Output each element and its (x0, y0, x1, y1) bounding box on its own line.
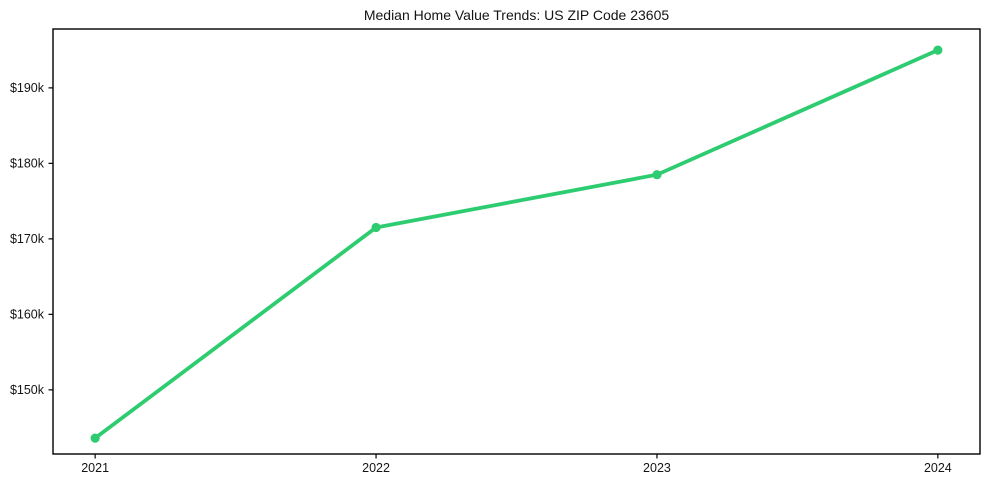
trend-line (93, 48, 940, 441)
x-tick-label: 2022 (362, 461, 390, 475)
y-tick-label: $180k (10, 157, 45, 171)
data-point-marker (90, 433, 100, 443)
x-tick-label: 2023 (643, 461, 671, 475)
x-tick-label: 2021 (81, 461, 109, 475)
y-tick-label: $160k (10, 308, 45, 322)
y-tick-label: $150k (10, 383, 45, 397)
data-point-marker (652, 170, 662, 180)
y-tick-label: $170k (10, 232, 45, 246)
plot-border (52, 28, 981, 455)
chart-title: Median Home Value Trends: US ZIP Code 23… (363, 7, 670, 23)
data-point-marker (371, 222, 381, 233)
x-tick-label: 2024 (924, 461, 952, 475)
data-point-marker (933, 45, 943, 55)
y-tick-label: $190k (10, 81, 45, 95)
